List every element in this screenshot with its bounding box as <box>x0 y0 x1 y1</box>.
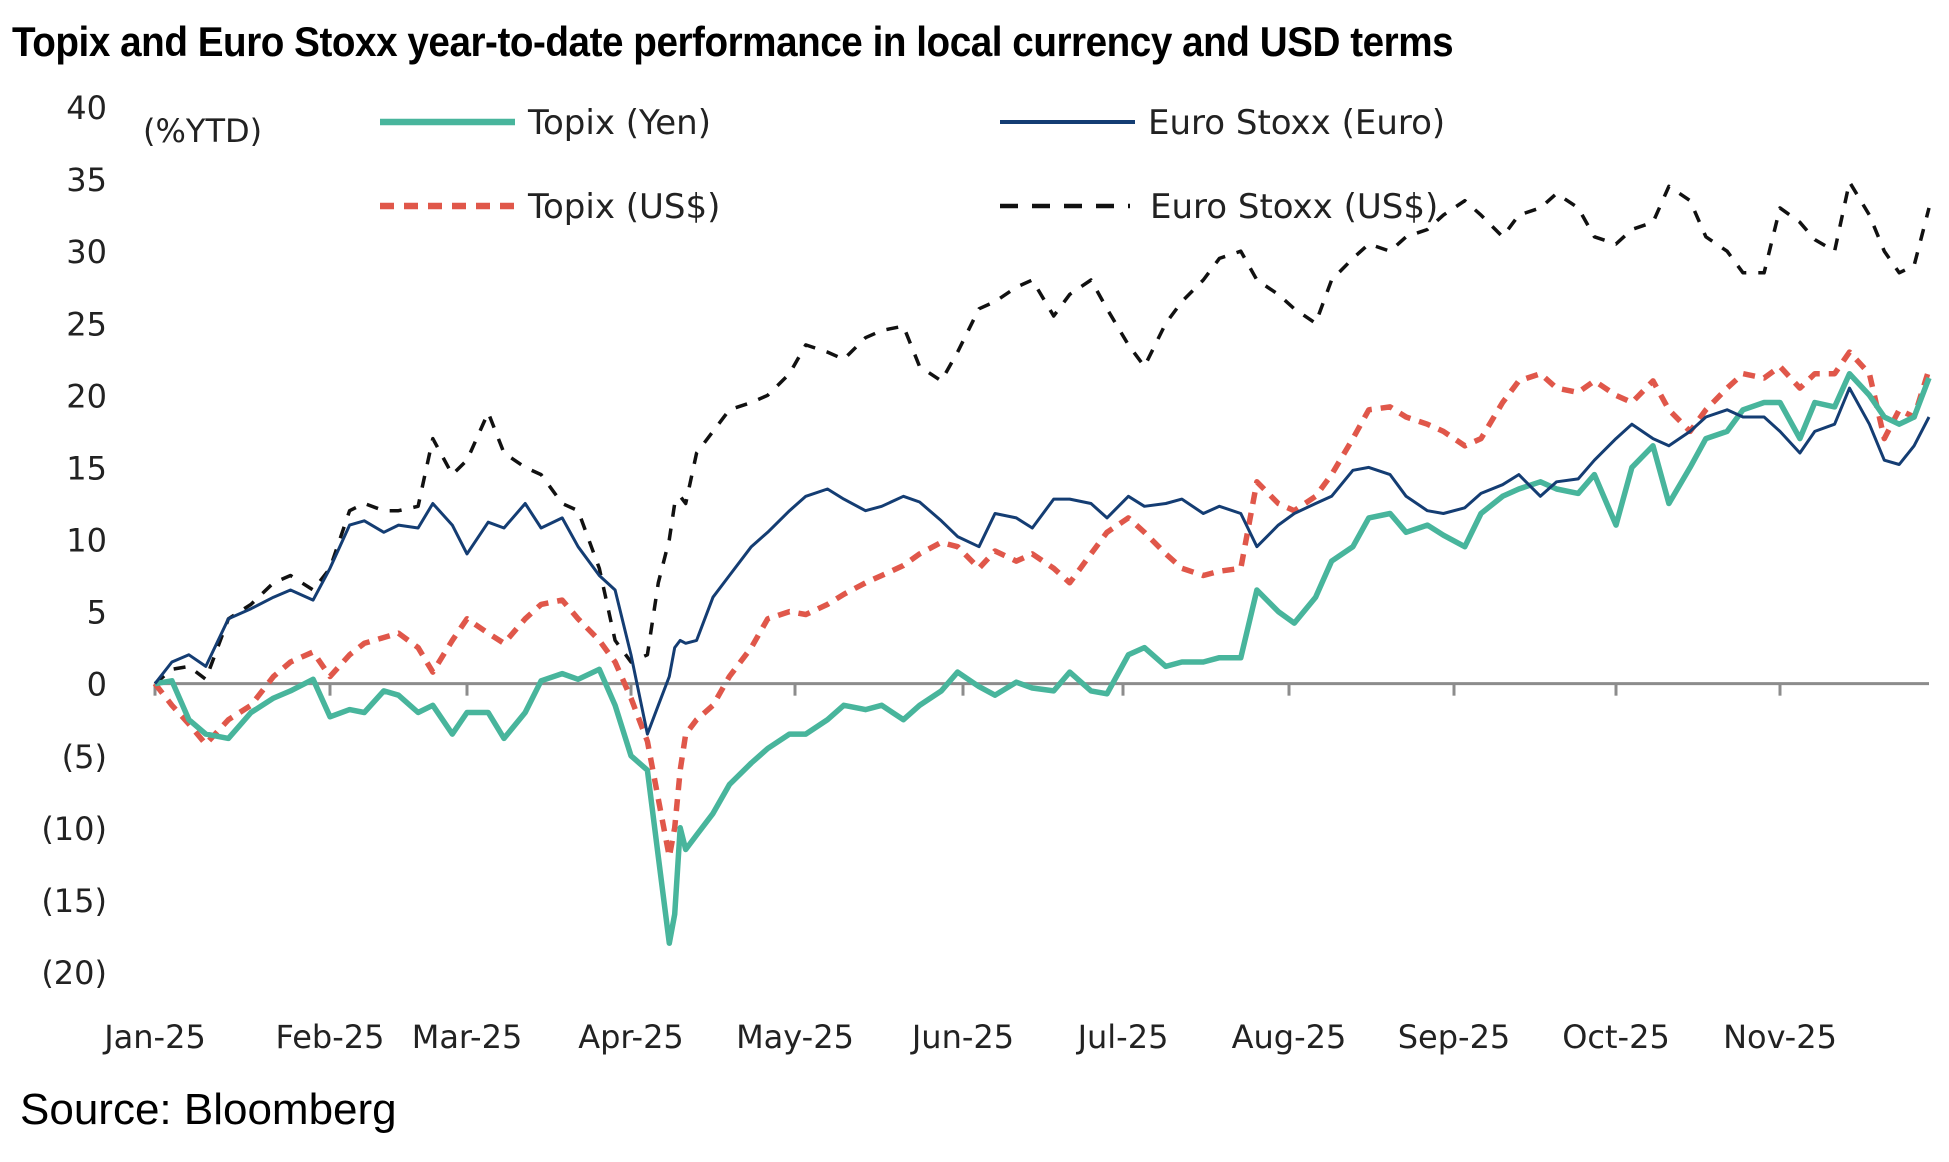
y-axis: 40 35 30 25 20 15 10 5 0 (5) (10) (15) (20) <box>41 89 107 992</box>
y-tick-label: (15) <box>41 882 107 920</box>
source-note: Source: Bloomberg <box>20 1085 397 1134</box>
y-tick-label: (10) <box>41 810 107 848</box>
legend-label: Euro Stoxx (Euro) <box>1148 103 1445 143</box>
x-tick-label: Nov-25 <box>1723 1018 1837 1056</box>
x-tick-label: Aug-25 <box>1232 1018 1347 1056</box>
legend: Topix (Yen) Euro Stoxx (Euro) Topix (US$) E… <box>380 103 1445 227</box>
y-tick-label: 30 <box>66 233 107 271</box>
y-tick-label: 0 <box>87 666 107 704</box>
y-tick-label: (20) <box>41 954 107 992</box>
series-group <box>152 180 1932 946</box>
y-tick-label: 20 <box>66 377 107 415</box>
x-tick-label: May-25 <box>736 1018 854 1056</box>
legend-label: Euro Stoxx (US$) <box>1150 187 1438 227</box>
chart-title: Topix and Euro Stoxx year-to-date perfor… <box>12 18 1454 65</box>
series-line-euro-stoxx-euro <box>153 386 1931 736</box>
x-tick-label: Oct-25 <box>1562 1018 1670 1056</box>
series-line-euro-stoxx-us <box>153 180 1931 686</box>
x-axis: Jan-25 Feb-25 Mar-25 Apr-25 May-25 Jun-25 Jul-… <box>102 683 1837 1056</box>
x-tick-label: Feb-25 <box>276 1018 385 1056</box>
x-tick-label: Jun-25 <box>910 1018 1014 1056</box>
y-tick-label: 5 <box>87 594 107 632</box>
x-tick-label: Sep-25 <box>1398 1018 1511 1056</box>
line-chart: 40 35 30 25 20 15 10 5 0 (5) (10) (15) (20) (%YTD) J… <box>41 89 1932 1056</box>
y-axis-label: (%YTD) <box>143 112 262 150</box>
y-tick-label: 25 <box>66 305 107 343</box>
legend-label: Topix (US$) <box>527 187 720 227</box>
y-tick-label: 40 <box>66 89 107 127</box>
x-tick-label: Mar-25 <box>412 1018 523 1056</box>
series-line-topix-yen <box>154 370 1932 946</box>
x-tick-label: Apr-25 <box>578 1018 684 1056</box>
y-tick-label: 15 <box>66 449 107 487</box>
y-tick-label: 10 <box>66 522 107 560</box>
y-tick-label: 35 <box>66 161 107 199</box>
y-tick-label: (5) <box>62 738 107 776</box>
x-tick-label: Jan-25 <box>102 1018 206 1056</box>
legend-label: Topix (Yen) <box>527 103 711 143</box>
series-line-topix-us <box>152 349 1932 860</box>
x-tick-label: Jul-25 <box>1076 1018 1169 1056</box>
